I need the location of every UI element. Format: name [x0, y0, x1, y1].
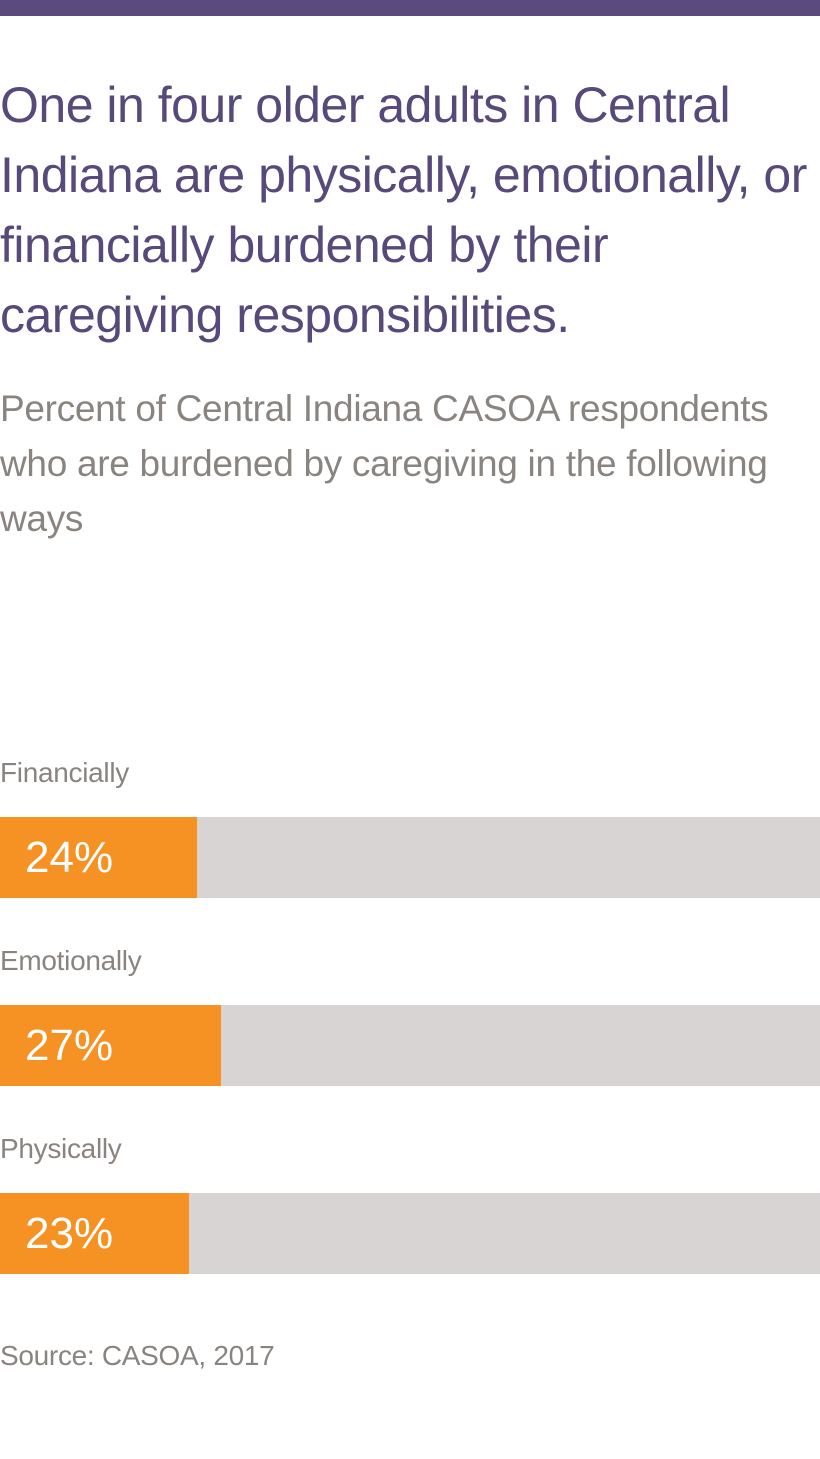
chart-subtitle: Percent of Central Indiana CASOA respond…	[0, 388, 769, 539]
bar-fill	[0, 817, 197, 898]
category-label: Emotionally	[0, 945, 142, 976]
value-label: 27%	[25, 1021, 114, 1070]
bar-track: 23%	[0, 1193, 820, 1274]
source-note: Source: CASOA, 2017	[0, 1340, 275, 1371]
top-accent-bar	[0, 0, 820, 16]
category-label: Physically	[0, 1133, 122, 1164]
bar-track: 24%	[0, 817, 820, 898]
bar-chart: Financially 24% Emotionally 27% Physically 23…	[0, 745, 820, 1309]
bar-fill	[0, 1005, 221, 1086]
bar-track: 27%	[0, 1005, 820, 1086]
bar-row: Physically 23%	[0, 1121, 820, 1309]
bar-fill	[0, 1193, 189, 1274]
category-label: Financially	[0, 757, 129, 788]
value-label: 23%	[25, 1209, 114, 1258]
bar-row: Emotionally 27%	[0, 933, 820, 1121]
headline: One in four older adults in Central Indi…	[0, 77, 807, 343]
bar-row: Financially 24%	[0, 745, 820, 933]
value-label: 24%	[25, 833, 114, 882]
